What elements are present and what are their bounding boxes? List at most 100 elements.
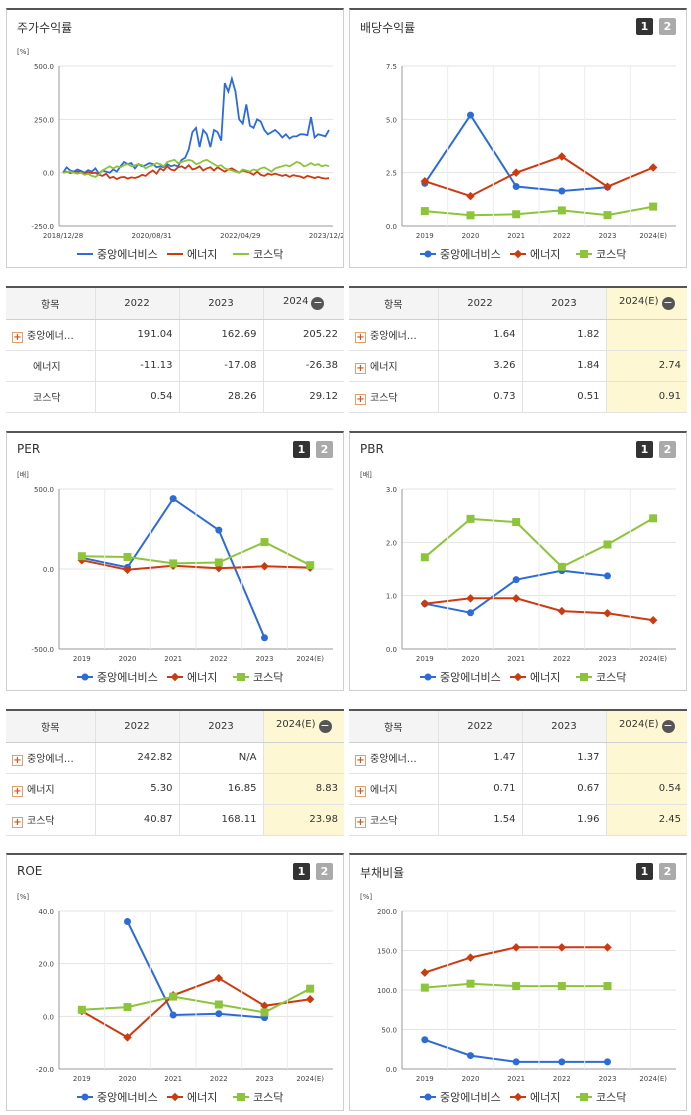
add-icon[interactable]: +	[355, 816, 366, 828]
series-line	[62, 158, 330, 178]
data-point	[603, 211, 612, 220]
legend-label: 코스닥	[596, 248, 626, 261]
chart-debt-ratio: [%] 200.0 150.0 100.0 50.0 0.0 2019 2020 2021 202…	[360, 893, 676, 1104]
row-label[interactable]: + 코스닥	[6, 804, 95, 836]
table-header-cell: 2024(E) −	[262, 710, 344, 743]
row-label[interactable]: + 중앙에너…	[349, 319, 438, 351]
row-label[interactable]: + 코스닥	[349, 381, 438, 413]
row-label[interactable]: + 에너지	[6, 773, 95, 805]
y-unit: [%]	[360, 893, 372, 901]
legend-label: 중앙에너비스	[97, 671, 158, 684]
table-cell: 168.11	[178, 804, 263, 836]
data-point	[557, 982, 566, 991]
table-row: 에너지 -11.13 -17.08 -26.38	[6, 350, 344, 382]
add-icon[interactable]: +	[355, 331, 366, 343]
collapse-icon[interactable]: −	[661, 296, 675, 311]
collapse-icon[interactable]: −	[311, 296, 325, 311]
table-pbr: 항목 2022 2023 2024(E) − + 중앙에너… 1.47 1.37 + 에너지 0.71…	[349, 709, 687, 836]
y-unit: [배]	[360, 470, 372, 479]
panel-dividend-yield: 배당수익률 1 2 7.5 5.0 2.5 0.0 2019 2020 2021 2022 20…	[349, 8, 687, 268]
legend-label: 에너지	[530, 248, 560, 261]
x-tick-label: 2022	[553, 232, 571, 240]
page-2-button[interactable]: 2	[316, 441, 333, 458]
x-tick-label: 2021	[507, 232, 525, 240]
panel-title: ROE	[17, 864, 43, 878]
page-1-button[interactable]: 1	[636, 441, 653, 458]
collapse-icon[interactable]: −	[661, 719, 675, 734]
table-row: 코스닥 0.54 28.26 29.12	[6, 381, 344, 413]
legend-label: 코스닥	[253, 671, 283, 684]
table-header-cell: 2024(E) −	[605, 287, 687, 320]
panel-pbr: PBR 1 2 [배] 3.0 2.0 1.0 0.0 2019 2020 2021 2022 2…	[349, 431, 687, 691]
x-tick-label: 2020	[119, 655, 137, 663]
row-label[interactable]: + 중앙에너…	[6, 319, 95, 351]
y-unit: [%]	[17, 893, 29, 901]
page-2-button[interactable]: 2	[316, 863, 333, 880]
add-icon[interactable]: +	[12, 785, 23, 797]
page-1-button[interactable]: 1	[636, 18, 653, 35]
page-1-button[interactable]: 1	[293, 441, 310, 458]
panel-title: 주가수익률	[17, 21, 73, 35]
x-tick-label: 2019	[73, 655, 91, 663]
table-dividend: 항목 2022 2023 2024(E) − + 중앙에너… 1.64 1.82 + 에너지 3.26…	[349, 286, 687, 413]
table-header-cell: 2023	[521, 710, 606, 743]
legend-label: 에너지	[187, 671, 217, 684]
row-label[interactable]: + 에너지	[349, 350, 438, 382]
page-2-button[interactable]: 2	[659, 441, 676, 458]
add-icon[interactable]: +	[355, 362, 366, 374]
collapse-icon[interactable]: −	[318, 719, 332, 734]
data-point	[580, 673, 588, 681]
data-point	[169, 992, 178, 1001]
x-tick-label: 2024(E)	[296, 655, 324, 663]
data-point	[512, 210, 521, 219]
row-label[interactable]: + 코스닥	[349, 804, 438, 836]
x-tick-label: 2024(E)	[639, 232, 667, 240]
plot-area	[62, 75, 330, 181]
x-tick-label: 2021	[164, 1075, 182, 1083]
row-label[interactable]: + 중앙에너…	[349, 742, 438, 774]
data-point	[170, 672, 180, 682]
pager: 1 2	[636, 441, 676, 458]
table-cell: -11.13	[94, 350, 179, 382]
panel-title: 부채비율	[360, 866, 405, 880]
data-point	[424, 250, 432, 258]
data-point	[306, 561, 315, 570]
add-icon[interactable]: +	[12, 754, 23, 766]
data-point	[306, 984, 315, 993]
row-label[interactable]: + 중앙에너…	[6, 742, 95, 774]
table-cell: 28.26	[178, 381, 263, 413]
row-label[interactable]: + 에너지	[349, 773, 438, 805]
add-icon[interactable]: +	[355, 754, 366, 766]
data-point	[557, 206, 566, 215]
table-header-cell: 2022	[437, 287, 522, 320]
table-cell: 162.69	[178, 319, 263, 351]
page-1-button[interactable]: 1	[636, 863, 653, 880]
legend-label: 에너지	[187, 1091, 217, 1104]
y-tick-label: 250.0	[34, 116, 54, 124]
page-1-button[interactable]: 1	[293, 863, 310, 880]
page-2-button[interactable]: 2	[659, 18, 676, 35]
table-cell: 1.64	[437, 319, 522, 351]
table-header-cell: 항목	[349, 710, 438, 743]
add-icon[interactable]: +	[355, 393, 366, 405]
x-tick-label: 2023	[599, 232, 617, 240]
x-tick-label: 2020	[462, 1075, 480, 1083]
legend: 중앙에너비스 에너지 코스닥	[77, 671, 283, 684]
page-2-button[interactable]: 2	[659, 863, 676, 880]
header-label: 2023	[551, 720, 577, 732]
table-cell: 1.47	[437, 742, 522, 774]
data-point	[424, 1093, 432, 1101]
legend: 중앙에너비스 에너지 코스닥	[77, 248, 283, 261]
table-cell: 0.51	[521, 381, 606, 413]
table-header-cell: 2024(E) −	[605, 710, 687, 743]
panel-stock-return: 주가수익률 [%] 500.0 250.0 0.0 -250.0 2018/12/28 20…	[6, 8, 344, 268]
add-icon[interactable]: +	[12, 331, 23, 343]
add-icon[interactable]: +	[355, 785, 366, 797]
row-name: 에너지	[370, 361, 398, 373]
table-header-row: 항목 2022 2023 2024(E) −	[349, 710, 687, 743]
y-tick-label: -250.0	[31, 223, 54, 231]
header-label: 항목	[41, 722, 60, 734]
pager: 1 2	[636, 863, 676, 880]
add-icon[interactable]: +	[12, 816, 23, 828]
data-point	[649, 202, 658, 211]
